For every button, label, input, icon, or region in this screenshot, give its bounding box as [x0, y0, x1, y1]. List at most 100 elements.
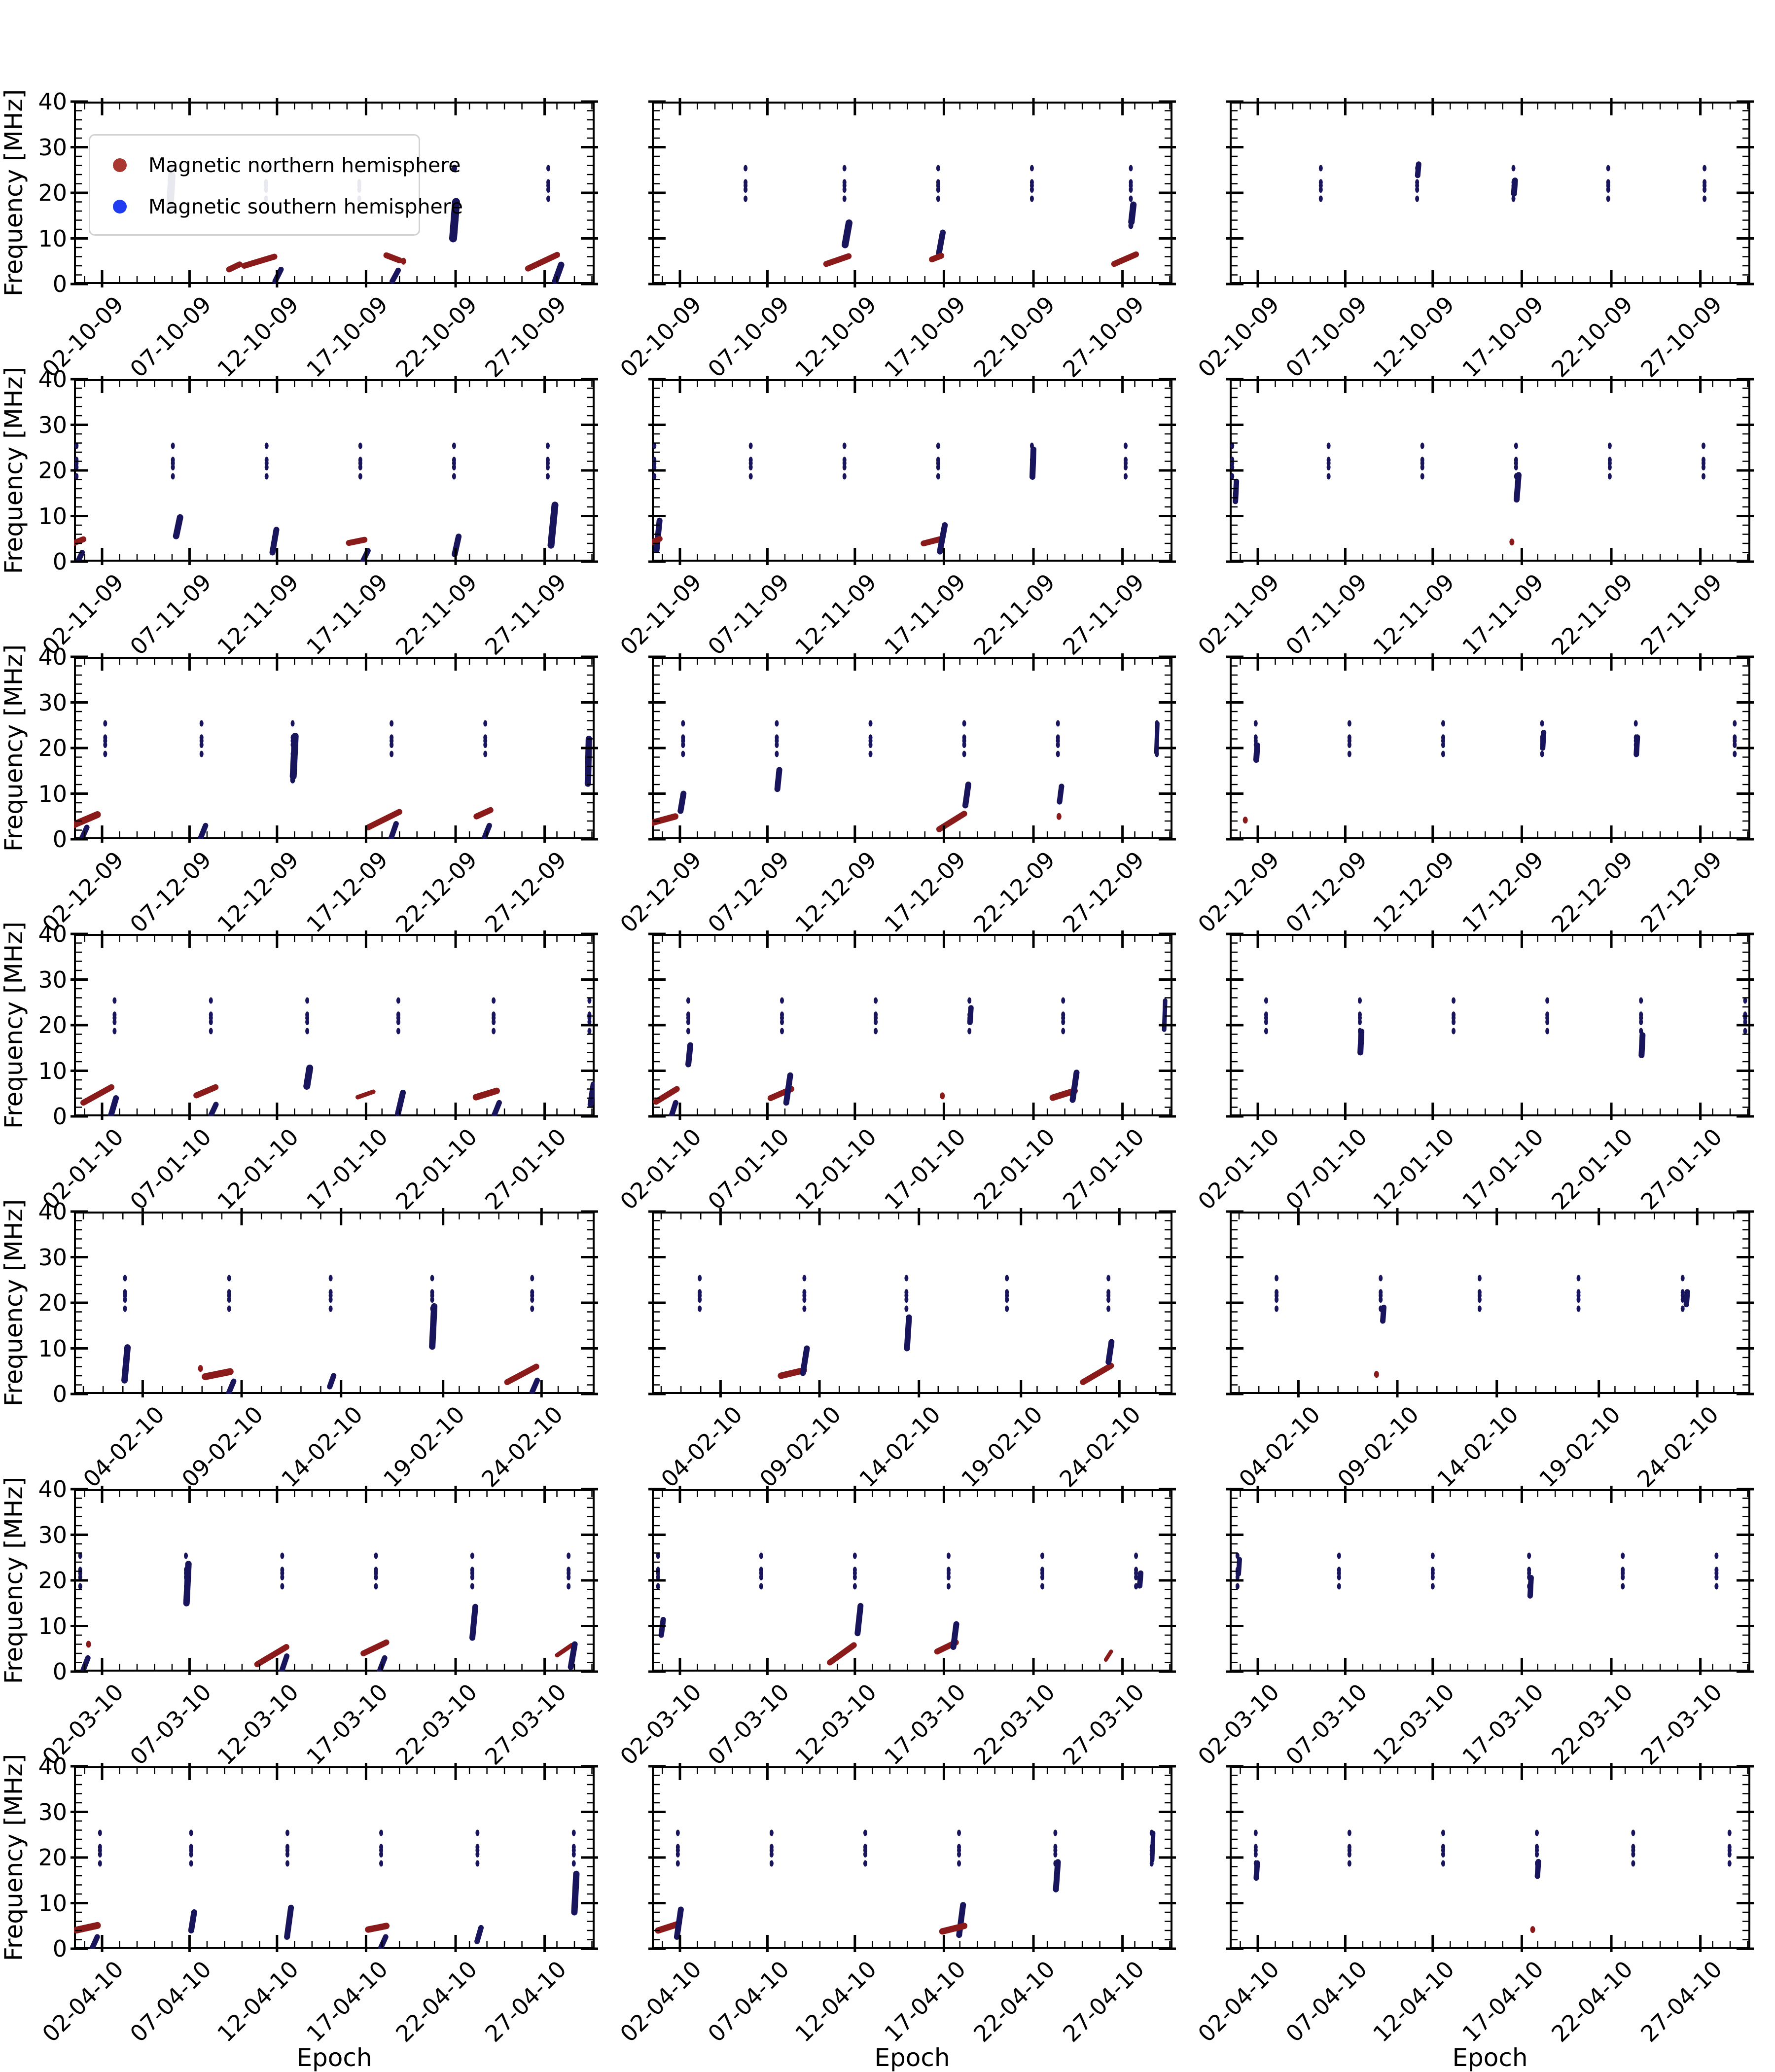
- x-tick-label: 22-01-10: [1546, 1123, 1638, 1215]
- subplot-r1c3: [1226, 98, 1754, 287]
- x-tick-label: 07-04-10: [702, 1956, 794, 2047]
- x-tick-label: 27-10-09: [1635, 291, 1727, 383]
- x-tick-label: 24-02-10: [1054, 1401, 1146, 1493]
- x-tick-label: 24-02-10: [1632, 1401, 1724, 1493]
- x-tick-label: 22-12-09: [390, 846, 483, 938]
- axis-ticks: [71, 1486, 598, 1675]
- x-tick-label: 07-12-09: [124, 846, 216, 938]
- x-tick-label: 19-02-10: [956, 1401, 1048, 1493]
- legend-item-north: Magnetic northern hemisphere: [105, 144, 461, 186]
- x-tick-label: 17-04-10: [1456, 1956, 1549, 2047]
- legend-item-south: Magnetic southern hemisphere: [105, 186, 463, 227]
- x-tick-label: 27-03-10: [1057, 1679, 1149, 1770]
- x-tick-label: 17-01-10: [301, 1123, 393, 1215]
- x-tick-label: 02-03-10: [615, 1679, 707, 1770]
- x-tick-label: 14-02-10: [854, 1401, 946, 1493]
- y-tick-label: 30: [38, 1244, 67, 1271]
- plot-area: [1226, 653, 1754, 843]
- axis-ticks: [71, 930, 598, 1120]
- data-points: [655, 1829, 1156, 1940]
- x-tick-label: 09-02-10: [754, 1401, 847, 1493]
- y-tick-label: 40: [38, 88, 67, 115]
- x-tick-label: 17-03-10: [879, 1679, 971, 1770]
- data-points: [1264, 997, 1747, 1059]
- plot-area: [1226, 1486, 1754, 1675]
- x-tick-label: 07-04-10: [124, 1956, 216, 2047]
- x-tick-label: 17-04-10: [301, 1956, 393, 2047]
- x-tick-label: 27-11-09: [479, 569, 571, 660]
- x-tick-label: 27-01-10: [479, 1123, 571, 1215]
- data-points: [1235, 1552, 1719, 1599]
- x-tick-label: 27-11-09: [1635, 569, 1727, 660]
- x-tick-label: 17-11-09: [879, 569, 971, 660]
- y-tick-label: 10: [38, 1890, 67, 1917]
- data-points: [121, 1275, 540, 1394]
- x-tick-label: 09-02-10: [177, 1401, 269, 1493]
- x-tick-label: 17-10-09: [301, 291, 393, 383]
- x-tick-label: 14-02-10: [1432, 1401, 1524, 1493]
- data-points: [656, 1552, 1144, 1666]
- x-tick-label: 09-02-10: [1332, 1401, 1424, 1493]
- axis-ticks: [1226, 930, 1754, 1120]
- plot-area: [648, 653, 1176, 843]
- y-tick-label: 30: [38, 689, 67, 716]
- plot-area: [648, 1486, 1176, 1675]
- data-points: [652, 720, 1160, 832]
- x-tick-label: 02-01-10: [1193, 1123, 1285, 1215]
- y-tick-label: 10: [38, 1612, 67, 1640]
- y-tick-label: 20: [38, 179, 67, 206]
- x-tick-label: 12-10-09: [212, 291, 304, 383]
- plot-area: [71, 1208, 598, 1397]
- axis-ticks: [1226, 98, 1754, 287]
- x-tick-label: 12-10-09: [1368, 291, 1460, 383]
- x-tick-label: 22-04-10: [1546, 1956, 1638, 2047]
- x-tick-label: 07-01-10: [1280, 1123, 1372, 1215]
- x-tick-label: 07-04-10: [1280, 1956, 1372, 2047]
- x-tick-label: 22-10-09: [968, 291, 1061, 383]
- y-axis-label: Frequency [MHz]: [0, 644, 28, 852]
- subplot-r7c3: [1226, 1763, 1754, 1952]
- plot-area: [71, 376, 598, 565]
- y-tick-label: 40: [38, 1753, 67, 1780]
- axis-ticks: [648, 930, 1176, 1120]
- x-tick-label: 07-11-09: [1280, 569, 1372, 660]
- axis-ticks: [1226, 1208, 1754, 1397]
- y-tick-label: 0: [52, 1658, 67, 1685]
- data-points: [653, 997, 1168, 1116]
- x-tick-label: 12-12-09: [790, 846, 882, 938]
- y-tick-label: 40: [38, 1198, 67, 1225]
- x-tick-label: 17-01-10: [879, 1123, 971, 1215]
- axis-ticks: [71, 98, 598, 287]
- subplot-r6c2: [648, 1486, 1176, 1675]
- subplot-r4c1: [71, 930, 598, 1120]
- x-tick-label: 17-10-09: [1456, 291, 1549, 383]
- x-tick-label: 22-03-10: [968, 1679, 1061, 1770]
- y-tick-label: 40: [38, 921, 67, 947]
- subplot-r7c1: [71, 1763, 598, 1952]
- axis-ticks: [71, 653, 598, 843]
- plot-area: [1226, 1763, 1754, 1952]
- x-tick-label: 27-01-10: [1635, 1123, 1727, 1215]
- x-tick-label: 22-01-10: [968, 1123, 1061, 1215]
- axis-ticks: [648, 653, 1176, 843]
- plot-area: [648, 1763, 1176, 1952]
- x-tick-label: 07-10-09: [1280, 291, 1372, 383]
- subplot-r6c1: [71, 1486, 598, 1675]
- x-tick-label: 02-11-09: [1193, 569, 1285, 660]
- x-tick-label: 07-11-09: [124, 569, 216, 660]
- plot-area: [71, 653, 598, 843]
- x-tick-label: 19-02-10: [1534, 1401, 1626, 1493]
- x-tick-label: 12-04-10: [1368, 1956, 1460, 2047]
- x-tick-label: 12-10-09: [790, 291, 882, 383]
- x-tick-label: 07-03-10: [1280, 1679, 1372, 1770]
- x-tick-label: 04-02-10: [655, 1401, 747, 1493]
- x-tick-label: 27-03-10: [1635, 1679, 1727, 1770]
- x-tick-label: 22-10-09: [1546, 291, 1638, 383]
- y-tick-label: 20: [38, 1289, 67, 1316]
- x-tick-label: 12-01-10: [212, 1123, 304, 1215]
- plot-area: [648, 1208, 1176, 1397]
- x-axis-label: Epoch: [1452, 2043, 1528, 2072]
- x-tick-label: 27-12-09: [1057, 846, 1149, 938]
- data-points: [80, 997, 595, 1116]
